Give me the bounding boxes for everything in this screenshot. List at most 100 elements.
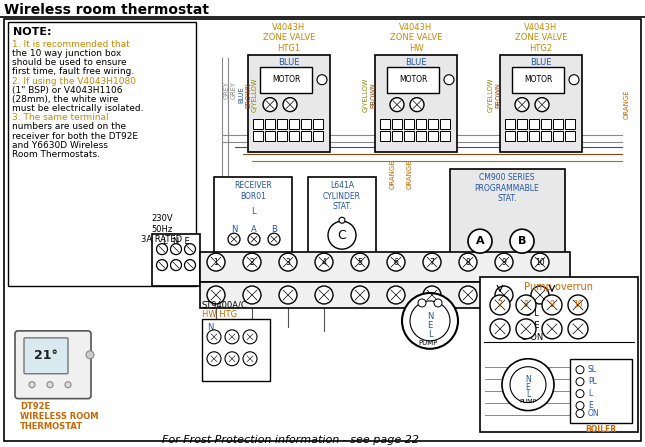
Text: G/YELLOW: G/YELLOW bbox=[488, 77, 494, 112]
Text: should be used to ensure: should be used to ensure bbox=[12, 58, 126, 67]
Circle shape bbox=[207, 330, 221, 344]
Bar bbox=[375, 55, 457, 152]
Bar bbox=[301, 131, 311, 140]
Text: BOILER: BOILER bbox=[512, 367, 551, 377]
Text: 9: 9 bbox=[550, 300, 555, 309]
Bar bbox=[277, 131, 287, 140]
FancyBboxPatch shape bbox=[15, 331, 91, 399]
Circle shape bbox=[228, 233, 240, 245]
Text: Pump overrun: Pump overrun bbox=[524, 282, 593, 292]
Circle shape bbox=[531, 286, 549, 304]
Text: BROWN: BROWN bbox=[495, 82, 501, 108]
Bar bbox=[416, 118, 426, 129]
Bar bbox=[541, 118, 551, 129]
Circle shape bbox=[65, 382, 71, 388]
Bar bbox=[152, 234, 200, 286]
Bar bbox=[428, 131, 438, 140]
Text: N: N bbox=[207, 323, 213, 332]
Text: DT92E
WIRELESS ROOM
THERMOSTAT: DT92E WIRELESS ROOM THERMOSTAT bbox=[20, 401, 99, 431]
Bar bbox=[277, 118, 287, 129]
Bar bbox=[301, 118, 311, 129]
Circle shape bbox=[402, 293, 458, 349]
Text: 7: 7 bbox=[430, 257, 435, 266]
Circle shape bbox=[243, 253, 261, 271]
Circle shape bbox=[459, 286, 477, 304]
Circle shape bbox=[339, 217, 345, 223]
Circle shape bbox=[569, 75, 579, 85]
Circle shape bbox=[207, 352, 221, 366]
Bar bbox=[289, 118, 299, 129]
Text: first time, fault free wiring.: first time, fault free wiring. bbox=[12, 67, 134, 76]
Text: E: E bbox=[428, 321, 433, 330]
Text: BLUE: BLUE bbox=[405, 58, 427, 67]
Text: Room Thermostats.: Room Thermostats. bbox=[12, 150, 100, 159]
Bar bbox=[553, 131, 563, 140]
Circle shape bbox=[515, 97, 529, 112]
Circle shape bbox=[225, 330, 239, 344]
Bar bbox=[313, 131, 323, 140]
Text: L: L bbox=[428, 330, 432, 339]
Circle shape bbox=[157, 260, 168, 270]
Text: PUMP: PUMP bbox=[519, 399, 537, 404]
Bar bbox=[529, 131, 539, 140]
Circle shape bbox=[283, 97, 297, 112]
Circle shape bbox=[576, 378, 584, 386]
Text: 10: 10 bbox=[535, 257, 545, 266]
Text: GREY: GREY bbox=[224, 81, 230, 99]
Circle shape bbox=[390, 97, 404, 112]
Text: V4043H
ZONE VALVE
HTG1: V4043H ZONE VALVE HTG1 bbox=[263, 23, 315, 53]
Text: 2. If using the V4043H1080: 2. If using the V4043H1080 bbox=[12, 76, 136, 85]
Text: G/YELLOW: G/YELLOW bbox=[363, 77, 369, 112]
Text: PL: PL bbox=[588, 377, 597, 386]
Bar bbox=[380, 131, 390, 140]
Circle shape bbox=[516, 295, 536, 315]
Circle shape bbox=[268, 233, 280, 245]
Circle shape bbox=[423, 253, 441, 271]
Text: 1. It is recommended that: 1. It is recommended that bbox=[12, 40, 130, 49]
Circle shape bbox=[207, 253, 225, 271]
Text: SL: SL bbox=[588, 365, 597, 374]
Text: must be electrically isolated.: must be electrically isolated. bbox=[12, 104, 143, 113]
Bar bbox=[253, 131, 263, 140]
Text: 2: 2 bbox=[250, 257, 254, 266]
Text: BOILER: BOILER bbox=[586, 425, 617, 434]
Text: L: L bbox=[588, 389, 592, 398]
Bar bbox=[450, 169, 565, 269]
Text: L  N  E: L N E bbox=[163, 237, 190, 246]
Circle shape bbox=[29, 382, 35, 388]
Circle shape bbox=[459, 253, 477, 271]
Text: HW HTG: HW HTG bbox=[202, 310, 237, 319]
Text: 4: 4 bbox=[322, 257, 326, 266]
Text: 6: 6 bbox=[393, 257, 399, 266]
Bar bbox=[512, 67, 564, 93]
Circle shape bbox=[279, 253, 297, 271]
Text: BLUE: BLUE bbox=[238, 86, 244, 103]
Text: O E: O E bbox=[525, 321, 539, 330]
Bar bbox=[428, 118, 438, 129]
Text: and Y6630D Wireless: and Y6630D Wireless bbox=[12, 141, 108, 150]
Text: GREY: GREY bbox=[231, 81, 237, 99]
Text: BROWN: BROWN bbox=[370, 82, 376, 108]
Text: 3: 3 bbox=[286, 257, 290, 266]
Circle shape bbox=[410, 301, 450, 341]
Text: 8: 8 bbox=[466, 257, 470, 266]
Circle shape bbox=[510, 367, 546, 403]
Bar bbox=[440, 118, 450, 129]
Bar bbox=[308, 177, 376, 257]
Circle shape bbox=[495, 253, 513, 271]
Bar bbox=[517, 118, 527, 129]
Circle shape bbox=[263, 97, 277, 112]
Bar bbox=[313, 118, 323, 129]
Circle shape bbox=[317, 75, 327, 85]
Circle shape bbox=[531, 253, 549, 271]
Circle shape bbox=[490, 319, 510, 339]
Circle shape bbox=[86, 351, 94, 359]
Text: ON: ON bbox=[588, 409, 600, 418]
Text: PUMP: PUMP bbox=[419, 340, 438, 346]
Text: For Frost Protection information - see page 22: For Frost Protection information - see p… bbox=[161, 434, 419, 444]
Text: B: B bbox=[271, 225, 277, 234]
Circle shape bbox=[243, 286, 261, 304]
Text: BLUE: BLUE bbox=[278, 58, 300, 67]
Bar bbox=[200, 252, 570, 282]
Text: ORANGE: ORANGE bbox=[624, 90, 630, 119]
